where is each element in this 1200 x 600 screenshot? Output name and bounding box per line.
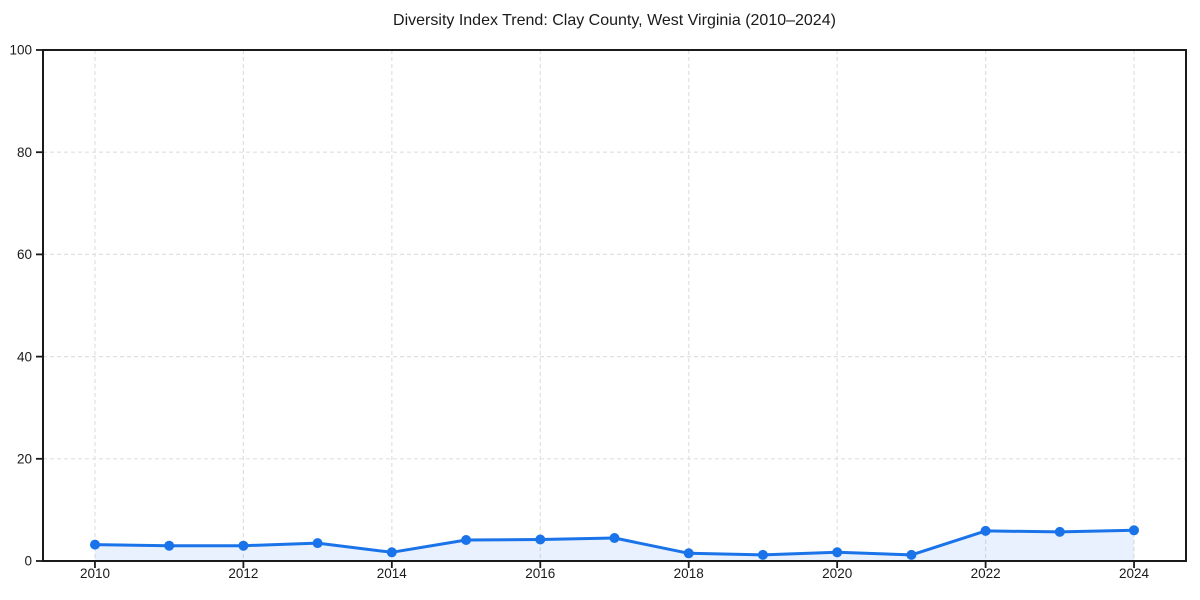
data-point	[1054, 526, 1065, 537]
axes-frame	[42, 49, 1187, 562]
chart-title: Diversity Index Trend: Clay County, West…	[393, 12, 836, 29]
data-point	[980, 525, 991, 536]
area-fill	[95, 530, 1134, 561]
plot-area	[43, 50, 1186, 561]
y-tick-label: 0	[24, 554, 32, 569]
y-tick-label: 60	[17, 247, 32, 262]
data-point	[1129, 525, 1139, 536]
x-tick-label: 2010	[80, 566, 110, 581]
x-tick-label: 2018	[674, 566, 704, 581]
data-point	[906, 549, 917, 560]
data-point	[757, 549, 768, 560]
x-tick-label: 2020	[822, 566, 852, 581]
data-point	[312, 538, 323, 549]
y-tick-label: 100	[9, 43, 32, 58]
x-tick-label: 2014	[377, 566, 408, 581]
x-tick-label: 2024	[1119, 566, 1150, 581]
data-point	[609, 533, 620, 543]
data-point	[386, 547, 397, 558]
y-tick-label: 80	[17, 145, 32, 160]
data-point	[832, 547, 843, 558]
data-point	[164, 540, 175, 551]
x-tick-label: 2012	[228, 566, 258, 581]
x-tick-label: 2022	[971, 566, 1001, 581]
data-point	[461, 535, 472, 545]
y-tick-label: 40	[17, 349, 32, 364]
data-point	[683, 548, 694, 559]
data-point	[238, 540, 249, 551]
x-tick-label: 2016	[525, 566, 555, 581]
y-tick-label: 20	[17, 452, 32, 467]
data-point	[90, 539, 100, 550]
data-point	[535, 534, 546, 545]
